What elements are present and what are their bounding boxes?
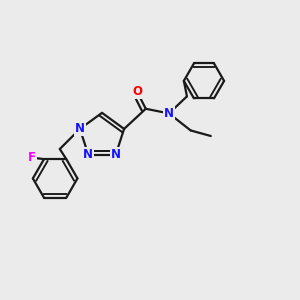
- Text: N: N: [75, 122, 85, 135]
- Text: F: F: [28, 151, 36, 164]
- Text: N: N: [83, 148, 93, 161]
- Text: N: N: [164, 107, 174, 120]
- Text: O: O: [132, 85, 142, 98]
- Text: N: N: [111, 148, 121, 161]
